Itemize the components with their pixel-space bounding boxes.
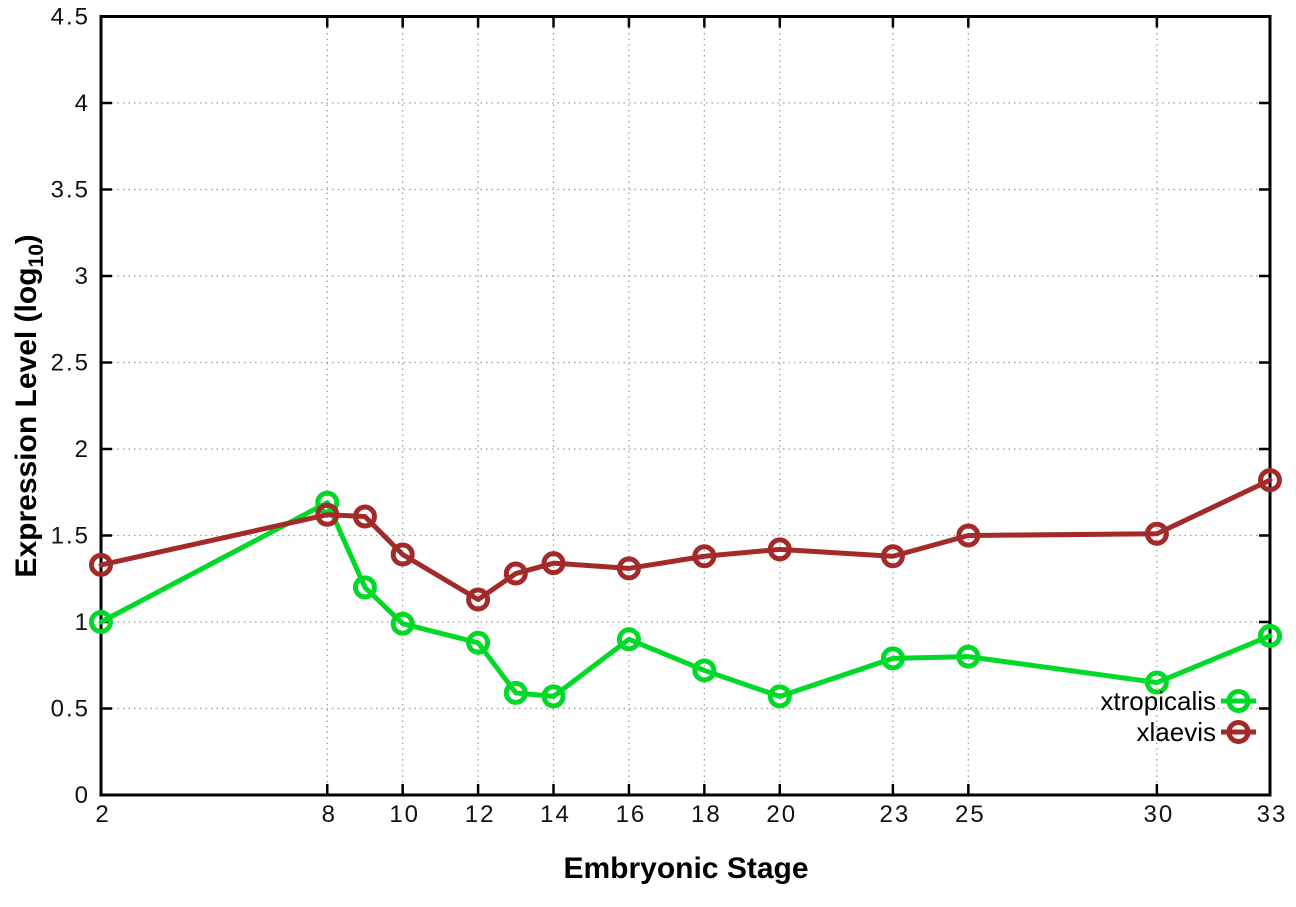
x-tick-label: 25: [955, 801, 986, 828]
marker-xlaevis: [880, 544, 905, 569]
marker-xtropicalis: [1258, 623, 1282, 648]
x-axis-title: Embryonic Stage: [563, 852, 808, 885]
legend-item-xtropicalis: xtropicalis: [1100, 686, 1256, 716]
plot-border: [99, 15, 1272, 797]
y-tick-label: 1.5: [51, 523, 90, 550]
y-tick-label: 3: [75, 263, 90, 290]
marker-xlaevis: [767, 537, 792, 562]
axes: [99, 15, 1272, 797]
marker-xlaevis: [1144, 521, 1169, 546]
x-tick-label: 12: [465, 801, 496, 828]
x-tick-label: 30: [1144, 801, 1175, 828]
marker-xlaevis: [466, 587, 491, 612]
y-tick-label: 4: [75, 90, 90, 117]
marker-xlaevis: [390, 542, 415, 567]
marker-xtropicalis: [315, 490, 340, 515]
legend-label-xlaevis: xlaevis: [1137, 717, 1216, 747]
marker-xlaevis: [692, 544, 717, 569]
legend-item-xlaevis: xlaevis: [1137, 717, 1256, 747]
marker-xlaevis: [503, 561, 528, 586]
x-tick-label: 18: [691, 801, 722, 828]
marker-xtropicalis: [503, 680, 528, 705]
marker-xtropicalis: [390, 611, 415, 636]
marker-xtropicalis: [767, 684, 792, 709]
data-series: [89, 468, 1282, 709]
marker-xtropicalis: [956, 644, 981, 669]
marker-xtropicalis: [880, 646, 905, 671]
marker-xtropicalis: [1144, 670, 1169, 695]
y-tick-label: 2: [75, 436, 90, 463]
y-tick-label: 3.5: [51, 177, 90, 204]
marker-xlaevis: [616, 556, 641, 581]
legend-sample-marker-xtropicalis: [1226, 689, 1251, 713]
tick-labels: 2 8 10 12 14 16 18 20 23 25 30 33 0 0.5 1 1.5 2 2.5 3 3.5 4 4…: [51, 4, 1288, 829]
y-tick-label: 0.5: [51, 696, 90, 723]
marker-xlaevis: [89, 552, 113, 577]
y-tick-label: 2.5: [51, 350, 90, 377]
y-axis-title: Expression Level (log10): [10, 234, 48, 577]
marker-xlaevis: [1258, 468, 1282, 493]
x-tick-label: 8: [322, 801, 337, 828]
marker-xlaevis: [956, 523, 981, 548]
x-tick-label: 20: [766, 801, 797, 828]
marker-xtropicalis: [616, 627, 641, 652]
marker-xtropicalis: [89, 610, 113, 634]
x-tick-label: 33: [1257, 801, 1288, 828]
y-tick-label: 1: [75, 609, 90, 636]
marker-xtropicalis: [466, 630, 491, 655]
x-tick-label: 16: [616, 801, 647, 828]
marker-xlaevis: [541, 551, 566, 576]
x-tick-label: 23: [880, 801, 911, 828]
marker-xlaevis: [352, 504, 377, 529]
series-line-xlaevis: [98, 477, 1273, 603]
legend-sample-marker-xlaevis: [1226, 720, 1251, 744]
x-tick-label: 2: [95, 801, 110, 828]
marker-xlaevis: [315, 502, 340, 527]
x-tick-label: 10: [389, 801, 420, 828]
x-tick-label: 14: [540, 801, 571, 828]
series-line-xtropicalis: [98, 500, 1273, 699]
marker-xtropicalis: [692, 658, 717, 683]
gridlines: [101, 16, 1270, 795]
legend-label-xtropicalis: xtropicalis: [1100, 686, 1216, 716]
y-tick-label: 0: [75, 782, 90, 809]
marker-xtropicalis: [352, 575, 377, 600]
y-tick-label: 4.5: [51, 4, 90, 31]
marker-xtropicalis: [541, 684, 566, 709]
